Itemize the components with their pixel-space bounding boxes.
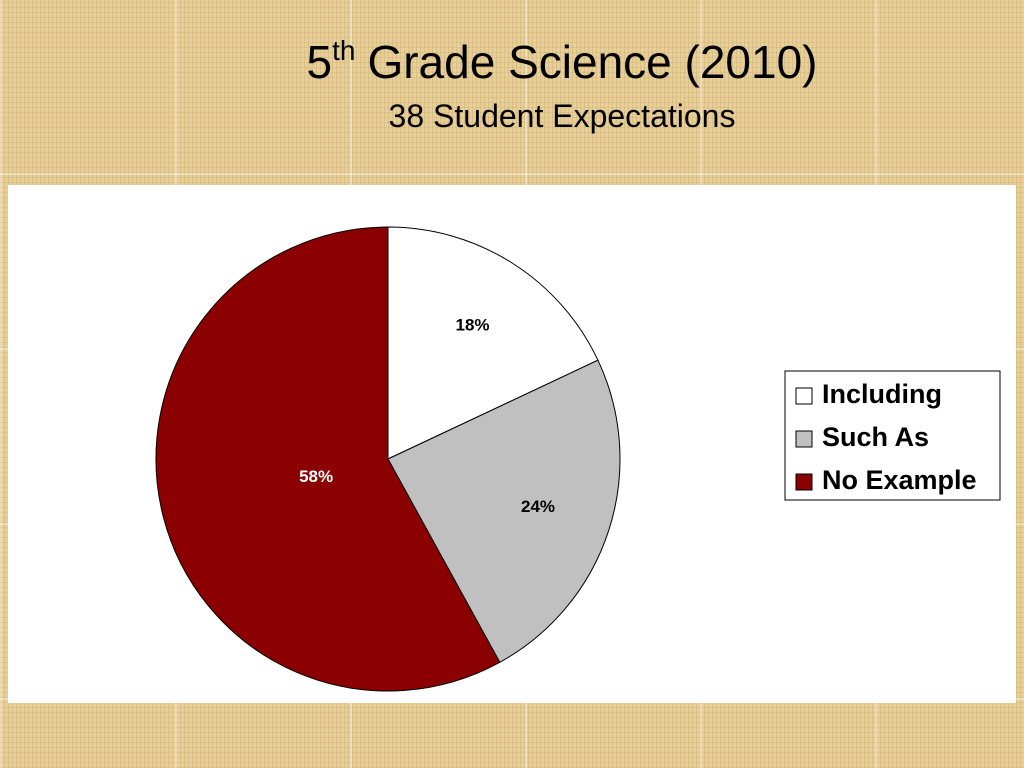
pie-slice: [387, 226, 599, 460]
data-label: 58%: [299, 467, 333, 486]
title-number: 5: [307, 36, 333, 88]
legend-swatch: [795, 430, 813, 448]
data-label: 18%: [456, 315, 490, 334]
legend-label: No Example: [822, 465, 977, 495]
pie-slice: [387, 359, 621, 663]
title: 5th Grade Science (2010): [307, 35, 818, 88]
legend-box: [784, 370, 1001, 501]
pie-slice: [155, 226, 501, 692]
subtitle: 38 Student Expectations: [389, 98, 736, 134]
pie: 18% 24% 58%: [155, 226, 621, 692]
title-superscript: th: [332, 35, 355, 66]
legend-label: Such As: [822, 422, 929, 452]
legend-label: Including: [822, 379, 942, 409]
data-label: 24%: [521, 497, 555, 516]
legend: Including Such As No Example: [795, 379, 977, 495]
legend-swatch: [795, 387, 813, 405]
legend-swatch: [795, 473, 813, 491]
title-text: Grade Science (2010): [367, 36, 817, 88]
